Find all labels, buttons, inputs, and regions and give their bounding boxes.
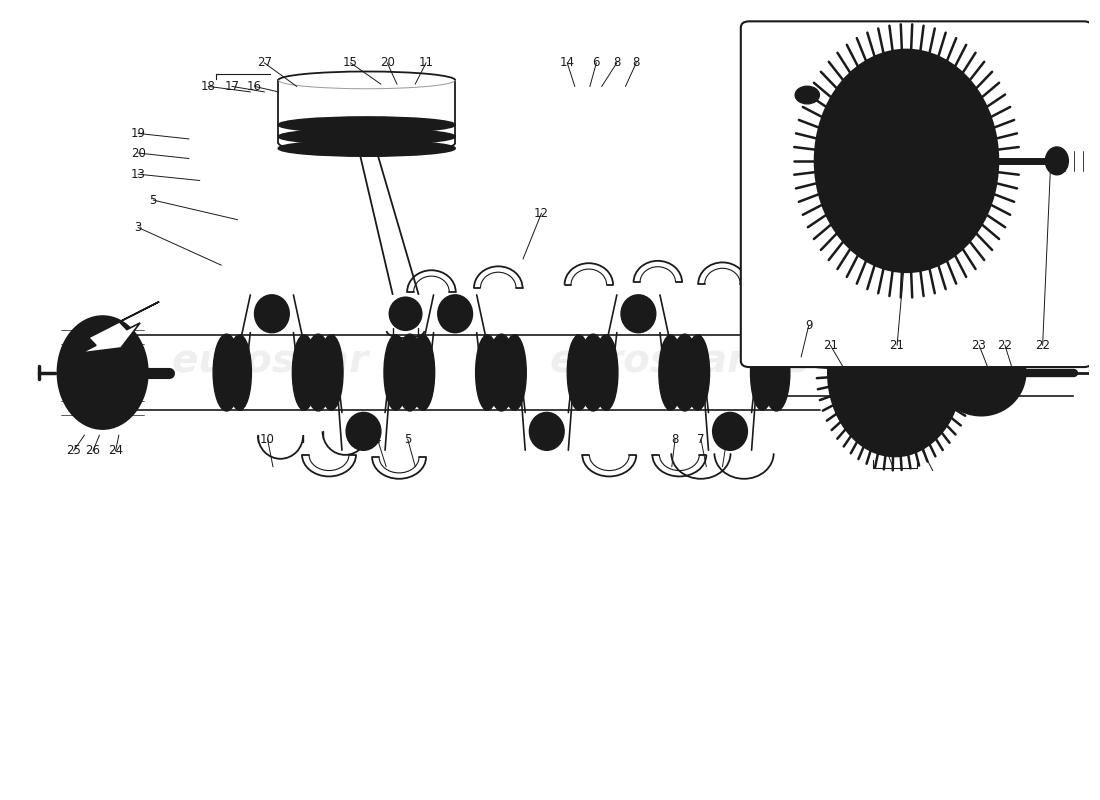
Ellipse shape [671, 334, 698, 411]
Text: 22: 22 [1035, 338, 1050, 352]
Ellipse shape [713, 413, 747, 450]
Text: 14: 14 [560, 56, 574, 70]
Text: 24: 24 [108, 445, 123, 458]
Ellipse shape [839, 153, 853, 169]
Text: 13: 13 [131, 168, 145, 181]
Circle shape [890, 319, 901, 327]
Text: 456M GTA: 456M GTA [847, 384, 987, 408]
Ellipse shape [384, 335, 408, 410]
Text: 18: 18 [201, 80, 216, 93]
Circle shape [855, 394, 866, 402]
Ellipse shape [278, 129, 455, 145]
Ellipse shape [869, 89, 883, 106]
Text: eurospar es: eurospar es [550, 342, 808, 380]
Circle shape [388, 129, 407, 142]
Ellipse shape [568, 335, 591, 410]
Circle shape [855, 344, 866, 352]
Ellipse shape [930, 89, 944, 106]
Text: 8: 8 [632, 56, 640, 70]
Ellipse shape [293, 335, 316, 410]
Polygon shape [81, 302, 160, 353]
Text: 25: 25 [66, 445, 81, 458]
Text: 8: 8 [671, 433, 679, 446]
Ellipse shape [488, 334, 515, 411]
Text: 26: 26 [86, 445, 100, 458]
Text: 15: 15 [343, 56, 358, 70]
Circle shape [924, 394, 935, 402]
Text: 21: 21 [823, 338, 838, 352]
Ellipse shape [828, 289, 962, 457]
Ellipse shape [900, 79, 913, 96]
Ellipse shape [953, 116, 966, 132]
Ellipse shape [900, 226, 913, 242]
Text: 1: 1 [913, 433, 921, 446]
Ellipse shape [847, 190, 861, 206]
Text: 8: 8 [613, 56, 620, 70]
Ellipse shape [621, 295, 656, 333]
Text: 21: 21 [890, 338, 904, 352]
Ellipse shape [953, 190, 966, 206]
Ellipse shape [389, 298, 421, 330]
Ellipse shape [396, 334, 424, 411]
Ellipse shape [594, 335, 618, 410]
Text: 5: 5 [404, 433, 411, 446]
Ellipse shape [1045, 147, 1068, 175]
Text: 7: 7 [697, 433, 705, 446]
Ellipse shape [278, 117, 455, 133]
Text: 12: 12 [534, 207, 549, 220]
Text: 22: 22 [998, 338, 1012, 352]
FancyBboxPatch shape [740, 22, 1092, 367]
Ellipse shape [278, 141, 455, 156]
Text: 2: 2 [878, 433, 886, 446]
Ellipse shape [960, 153, 974, 169]
Ellipse shape [254, 295, 289, 333]
Ellipse shape [90, 357, 116, 388]
Ellipse shape [930, 216, 944, 233]
Text: 4: 4 [374, 433, 382, 446]
Ellipse shape [228, 335, 252, 410]
Ellipse shape [937, 330, 1025, 416]
Ellipse shape [763, 334, 790, 411]
Ellipse shape [659, 335, 683, 410]
Text: 10: 10 [260, 433, 275, 446]
Ellipse shape [580, 334, 606, 411]
Circle shape [890, 418, 901, 426]
Text: 3: 3 [134, 221, 142, 234]
Circle shape [975, 391, 988, 402]
Ellipse shape [319, 335, 343, 410]
Ellipse shape [346, 413, 381, 450]
Text: 6: 6 [593, 56, 601, 70]
Circle shape [795, 86, 820, 104]
Ellipse shape [529, 413, 564, 450]
Text: 20: 20 [379, 56, 395, 70]
Text: 23: 23 [971, 338, 987, 352]
Ellipse shape [213, 334, 240, 411]
Ellipse shape [869, 216, 883, 233]
Ellipse shape [475, 335, 499, 410]
Text: 17: 17 [224, 80, 240, 93]
Ellipse shape [503, 335, 526, 410]
Circle shape [999, 367, 1013, 378]
Circle shape [924, 344, 935, 352]
Text: 20: 20 [131, 146, 145, 159]
Text: 5: 5 [150, 194, 157, 206]
Ellipse shape [438, 295, 472, 333]
Ellipse shape [815, 50, 999, 272]
Text: 28: 28 [843, 103, 857, 117]
Ellipse shape [305, 334, 332, 411]
Ellipse shape [411, 335, 434, 410]
Ellipse shape [57, 316, 147, 429]
Text: eurospar es: eurospar es [173, 342, 431, 380]
Text: 8: 8 [723, 433, 730, 446]
Text: 16: 16 [248, 80, 262, 93]
Circle shape [975, 344, 988, 354]
Ellipse shape [685, 335, 710, 410]
Circle shape [949, 367, 964, 378]
Text: 9: 9 [805, 319, 813, 332]
Ellipse shape [847, 116, 861, 132]
Text: 11: 11 [418, 56, 433, 70]
Ellipse shape [750, 335, 774, 410]
Text: 19: 19 [131, 127, 145, 140]
Text: 27: 27 [256, 56, 272, 70]
